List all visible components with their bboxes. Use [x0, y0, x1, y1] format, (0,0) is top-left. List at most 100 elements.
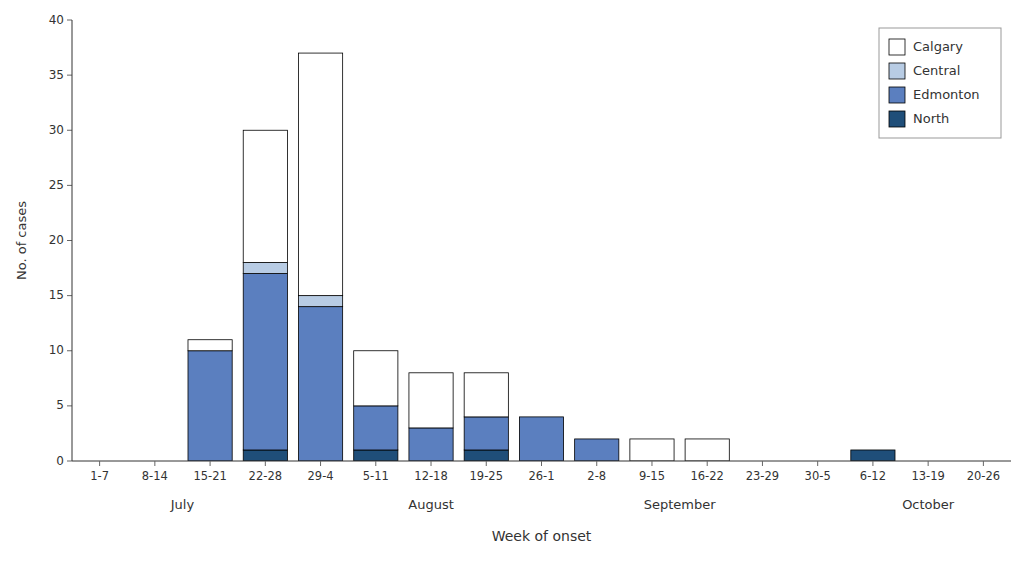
- x-tick-label: 6-12: [860, 469, 886, 483]
- x-tick-label: 16-22: [690, 469, 723, 483]
- x-tick: [872, 461, 873, 466]
- series-3: [188, 53, 729, 461]
- y-tick: [67, 350, 72, 351]
- x-tick-label: 1-7: [90, 469, 109, 483]
- month-label: September: [644, 497, 717, 512]
- bar-segment: [409, 428, 453, 461]
- x-axis-label: Week of onset: [492, 528, 592, 544]
- bar-segment: [298, 307, 342, 461]
- bar-segment: [519, 416, 563, 417]
- x-tick: [541, 461, 542, 466]
- bar-segment: [409, 373, 453, 428]
- legend-box: [879, 28, 1001, 138]
- x-tick: [928, 461, 929, 466]
- bar-segment: [630, 439, 674, 461]
- y-tick-label: 25: [49, 178, 64, 192]
- x-tick: [154, 461, 155, 466]
- bar-segment: [575, 438, 619, 439]
- chart: 0 5 10 15 20 25 30 35 40 1-7 8-14 15-21 22-28 29-4 5-1…: [0, 0, 1031, 573]
- x-tick-label: 26-1: [528, 469, 554, 483]
- y-tick-label: 40: [49, 13, 64, 27]
- legend-label: Edmonton: [913, 87, 980, 102]
- x-tick-label: 29-4: [308, 469, 334, 483]
- series-1: [188, 274, 619, 461]
- legend-label: Calgary: [913, 39, 963, 54]
- y-tick: [67, 20, 72, 21]
- x-tick: [99, 461, 100, 466]
- bars: [188, 53, 895, 461]
- y-axis: 0 5 10 15 20 25 30 35 40: [49, 13, 72, 468]
- bar-segment: [851, 449, 895, 450]
- bar-segment: [464, 417, 508, 450]
- month-label: October: [902, 497, 955, 512]
- y-tick-label: 35: [49, 68, 64, 82]
- legend-swatch: [889, 87, 905, 103]
- month-label: August: [408, 497, 454, 512]
- bar-segment: [354, 406, 398, 450]
- x-tick: [651, 461, 652, 466]
- y-tick: [67, 295, 72, 296]
- x-tick-label: 30-5: [805, 469, 831, 483]
- legend-swatch: [889, 63, 905, 79]
- x-tick-label: 9-15: [639, 469, 665, 483]
- month-label: July: [170, 497, 195, 512]
- bar-segment: [243, 263, 287, 274]
- x-tick: [596, 461, 597, 466]
- x-tick: [817, 461, 818, 466]
- x-tick: [983, 461, 984, 466]
- x-tick-label: 12-18: [414, 469, 447, 483]
- y-tick: [67, 405, 72, 406]
- x-tick-label: 5-11: [363, 469, 389, 483]
- legend: Calgary Central Edmonton North: [879, 28, 1001, 138]
- x-tick-label: 13-19: [911, 469, 944, 483]
- legend-label: Central: [913, 63, 960, 78]
- x-tick-label: 20-26: [967, 469, 1000, 483]
- bar-segment: [188, 351, 232, 461]
- bar-segment: [464, 450, 508, 461]
- y-tick-label: 20: [49, 233, 64, 247]
- bar-segment: [188, 340, 232, 351]
- y-tick-label: 0: [56, 454, 64, 468]
- bar-segment: [575, 438, 619, 439]
- x-tick: [707, 461, 708, 466]
- x-tick: [431, 461, 432, 466]
- bar-segment: [575, 439, 619, 461]
- x-tick: [486, 461, 487, 466]
- x-tick-label: 15-21: [193, 469, 226, 483]
- y-tick: [67, 75, 72, 76]
- legend-swatch: [889, 39, 905, 55]
- y-tick: [67, 240, 72, 241]
- y-tick: [67, 461, 72, 462]
- legend-label: North: [913, 111, 949, 126]
- y-tick-label: 30: [49, 123, 64, 137]
- bar-segment: [298, 296, 342, 307]
- legend-swatch: [889, 111, 905, 127]
- x-tick-label: 8-14: [142, 469, 168, 483]
- x-tick-label: 19-25: [470, 469, 503, 483]
- y-tick: [67, 185, 72, 186]
- bar-segment: [851, 449, 895, 450]
- x-tick: [320, 461, 321, 466]
- bar-segment: [519, 417, 563, 461]
- bar-segment: [243, 130, 287, 262]
- bar-segment: [851, 450, 895, 461]
- x-tick-label: 2-8: [587, 469, 606, 483]
- bar-segment: [298, 53, 342, 296]
- bar-segment: [354, 351, 398, 406]
- bar-segment: [519, 416, 563, 417]
- y-axis-line: [72, 20, 73, 461]
- x-tick-label: 22-28: [249, 469, 282, 483]
- y-tick-label: 15: [49, 288, 64, 302]
- y-tick: [67, 130, 72, 131]
- y-tick-label: 5: [56, 398, 64, 412]
- x-tick: [762, 461, 763, 466]
- x-tick-label: 23-29: [746, 469, 779, 483]
- bar-segment: [685, 439, 729, 461]
- x-tick: [375, 461, 376, 466]
- bar-segment: [464, 373, 508, 417]
- y-tick-label: 10: [49, 343, 64, 357]
- bar-segment: [851, 449, 895, 450]
- bar-segment: [243, 450, 287, 461]
- x-tick: [265, 461, 266, 466]
- bar-segment: [243, 274, 287, 450]
